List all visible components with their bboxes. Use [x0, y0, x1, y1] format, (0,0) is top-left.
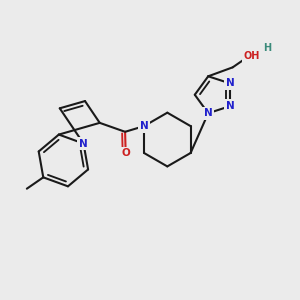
Text: O: O — [121, 148, 130, 158]
Text: N: N — [140, 121, 148, 131]
Text: N: N — [79, 139, 88, 148]
Text: N: N — [226, 78, 234, 88]
Text: OH: OH — [244, 51, 260, 61]
Text: N: N — [226, 101, 234, 111]
Text: H: H — [264, 43, 272, 52]
Text: N: N — [204, 108, 213, 118]
